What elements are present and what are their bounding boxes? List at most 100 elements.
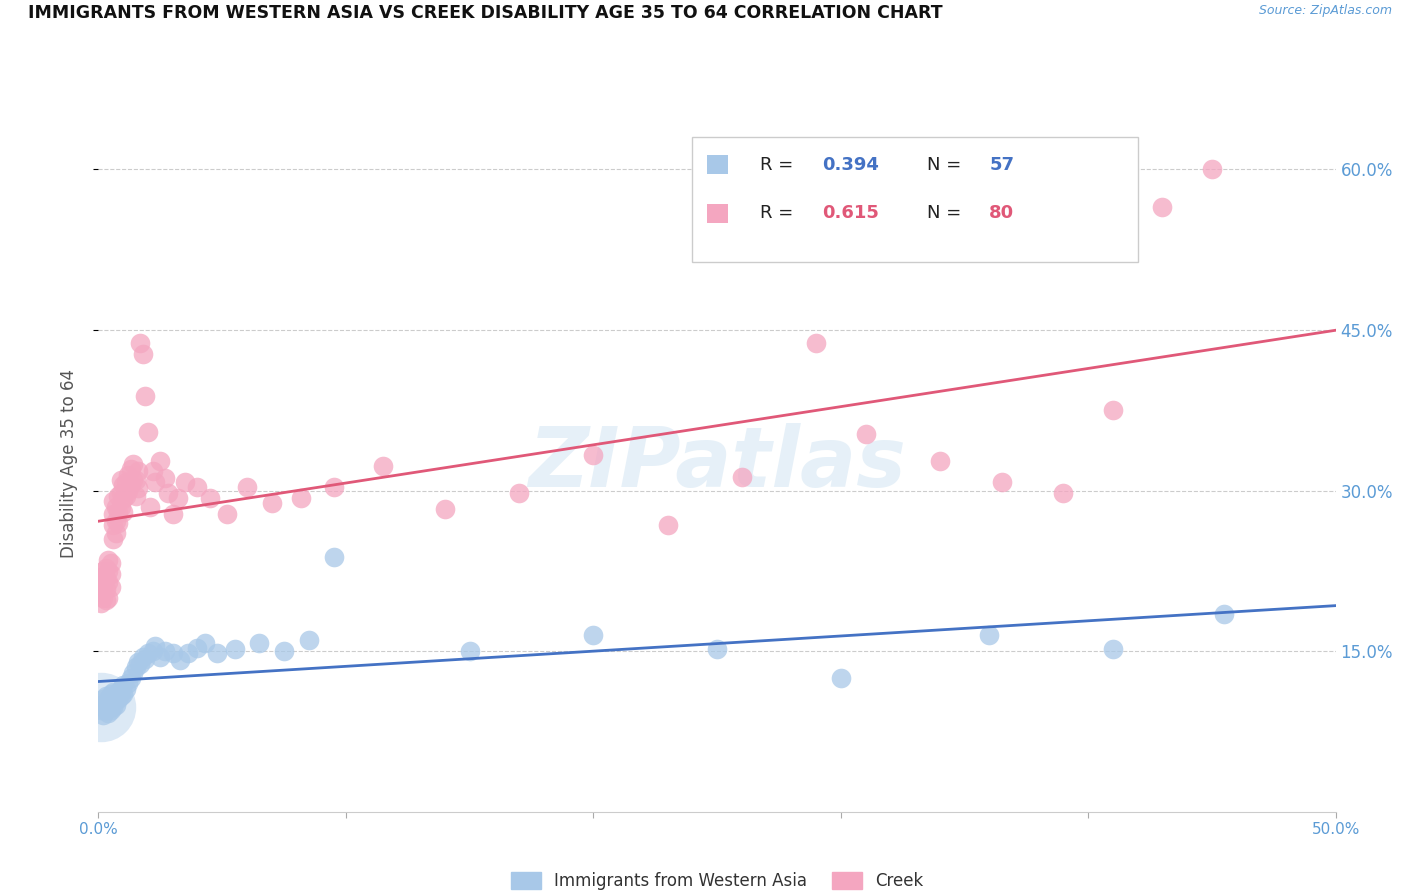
Point [143,639,166,653]
Point [122,473,145,487]
Point [1152,200,1174,214]
Point [731,469,754,483]
Point [322,480,344,494]
Point [100,694,122,708]
Point [155,471,177,485]
Point [110,473,132,487]
Point [236,480,259,494]
Point [162,646,184,660]
Point [120,462,142,476]
Point [110,681,132,696]
Point [134,389,156,403]
Point [1052,485,1074,500]
Point [322,549,344,564]
Point [1102,403,1125,417]
Point [149,453,172,467]
Y-axis label: Disability Age 35 to 64: Disability Age 35 to 64 [59,369,77,558]
Point [142,644,165,658]
Point [149,649,172,664]
Point [186,480,208,494]
Point [117,467,139,482]
Point [114,489,136,503]
Point [194,635,217,649]
Point [127,464,149,478]
Point [1102,642,1125,657]
Point [136,425,159,439]
Point [186,640,208,655]
Point [103,517,125,532]
Point [129,335,152,350]
Point [804,335,827,350]
Point [112,478,135,492]
Point [979,628,1001,642]
Point [94,582,117,596]
Point [103,532,125,546]
Point [93,591,115,605]
Point [103,699,125,714]
Point [97,553,120,567]
Point [103,685,125,699]
Point [928,453,950,467]
Point [100,557,122,571]
Text: 57: 57 [990,156,1014,174]
Point [124,473,146,487]
Text: IMMIGRANTS FROM WESTERN ASIA VS CREEK DISABILITY AGE 35 TO 64 CORRELATION CHART: IMMIGRANTS FROM WESTERN ASIA VS CREEK DI… [28,4,943,22]
Point [90,699,112,714]
Point [100,703,122,717]
Point [124,489,146,503]
Point [371,458,394,473]
Point [162,507,184,521]
Point [120,671,142,685]
Point [103,494,125,508]
Point [855,426,877,441]
Point [97,692,120,706]
Point [174,475,197,489]
Point [433,501,456,516]
Point [93,569,115,583]
Point [124,660,146,674]
Point [166,491,188,505]
Point [205,646,228,660]
Text: N =: N = [928,156,967,174]
Point [104,514,127,528]
Text: 80: 80 [990,204,1014,222]
Point [110,500,132,514]
Point [129,657,152,671]
Point [706,642,728,657]
Point [657,517,679,532]
Point [90,574,112,589]
Point [582,448,605,462]
Point [127,482,149,496]
Point [93,692,115,706]
Point [990,475,1012,489]
Legend: Immigrants from Western Asia, Creek: Immigrants from Western Asia, Creek [503,865,931,892]
Point [155,644,177,658]
Point [298,633,321,648]
Point [94,592,117,607]
Point [104,526,127,541]
Point [143,475,166,489]
Point [224,642,246,657]
Point [112,492,135,507]
Point [100,687,122,701]
Point [100,567,122,582]
Point [90,596,112,610]
Text: 0.394: 0.394 [823,156,879,174]
Point [830,671,852,685]
Point [114,681,136,696]
Point [169,653,191,667]
Text: ZIPatlas: ZIPatlas [529,424,905,504]
Point [97,574,120,589]
Point [247,635,270,649]
Point [122,457,145,471]
Point [104,500,127,514]
Point [290,491,312,505]
Point [94,560,117,574]
Point [134,651,156,665]
Point [132,346,155,360]
Point [94,698,117,712]
Text: 0.615: 0.615 [823,204,879,222]
Point [107,505,129,519]
Point [94,689,117,703]
Point [508,485,530,500]
